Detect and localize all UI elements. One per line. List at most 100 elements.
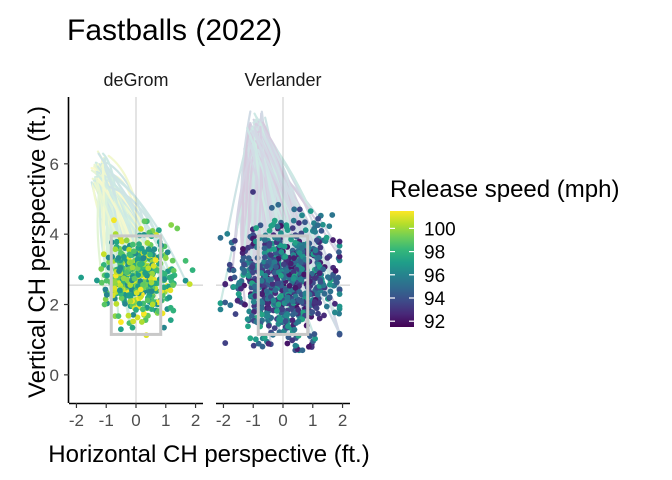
- pitch-point: [169, 273, 176, 280]
- pitch-point: [129, 324, 136, 331]
- pitch-point: [289, 225, 296, 232]
- pitch-point: [313, 305, 320, 312]
- pitch-point: [285, 323, 291, 330]
- pitch-point: [268, 276, 275, 283]
- pitch-point: [323, 234, 330, 241]
- trajectory-trail: [254, 119, 341, 336]
- panel-degrom: deGrom: [69, 70, 203, 403]
- pitch-point: [138, 319, 145, 325]
- pitch-point: [245, 272, 252, 279]
- pitch-point: [98, 279, 105, 286]
- pitch-point: [264, 301, 271, 308]
- pitch-point: [314, 291, 321, 298]
- pitch-point: [238, 285, 244, 292]
- pitch-point: [271, 259, 278, 266]
- y-tick-label: 0: [50, 366, 59, 385]
- trajectory-trail: [93, 163, 143, 253]
- trajectory-trail: [250, 125, 297, 314]
- trajectory-trail: [256, 127, 267, 237]
- trajectory-trail: [226, 130, 252, 235]
- pitch-point: [315, 254, 322, 261]
- pitch-point: [123, 237, 130, 244]
- pitch-point: [258, 305, 265, 312]
- pitch-point: [291, 326, 298, 333]
- pitch-point: [261, 250, 268, 256]
- pitch-point: [312, 335, 318, 342]
- pitch-point: [290, 269, 297, 276]
- pitch-point: [126, 246, 133, 253]
- trajectory-trail: [98, 177, 120, 271]
- trajectory-trail: [253, 129, 271, 232]
- pitch-point: [248, 313, 255, 319]
- pitch-point: [125, 312, 132, 319]
- strike-zone: [256, 234, 310, 336]
- pitch-point: [182, 257, 189, 264]
- trajectory-trail: [105, 168, 129, 264]
- pitch-point: [115, 255, 122, 261]
- trajectory-trail: [257, 133, 320, 259]
- trajectory-trail: [253, 145, 341, 296]
- y-tick-label: 4: [50, 225, 59, 244]
- trajectory-trail: [219, 147, 260, 305]
- plot-area-verlander: [216, 97, 350, 403]
- pitch-point: [295, 296, 302, 303]
- pitch-point: [245, 323, 251, 330]
- pitch-point: [302, 227, 309, 234]
- panel-verlander: Verlander: [216, 70, 350, 403]
- pitch-point: [284, 294, 291, 301]
- pitch-point: [271, 325, 278, 332]
- pitch-point: [326, 294, 333, 301]
- pitch-point: [217, 300, 224, 307]
- pitch-point: [111, 278, 118, 285]
- pitch-point: [134, 314, 141, 321]
- pitch-point: [153, 267, 160, 274]
- trajectory-trail: [95, 177, 118, 248]
- pitch-point: [301, 271, 308, 278]
- pitch-point: [111, 217, 117, 224]
- pitch-point: [290, 255, 297, 262]
- pitch-point: [189, 267, 196, 274]
- pitch-point: [262, 272, 269, 279]
- pitch-point: [336, 238, 343, 245]
- legend-tick-label: 92: [424, 312, 445, 333]
- pitch-point: [292, 239, 299, 246]
- trajectory-trail: [101, 186, 166, 248]
- pitch-point: [280, 261, 287, 268]
- trajectory-trail: [255, 121, 293, 266]
- pitch-point: [230, 284, 237, 290]
- pitch-point: [295, 318, 302, 325]
- pitch-point: [148, 288, 155, 295]
- pitch-point: [162, 255, 169, 262]
- trajectory-trail: [252, 134, 295, 255]
- pitch-point: [147, 251, 153, 258]
- pitch-point: [155, 227, 162, 234]
- trajectory-trail: [97, 192, 163, 293]
- pitch-point: [236, 280, 243, 287]
- pitch-point: [169, 257, 176, 264]
- pitch-point: [126, 251, 133, 258]
- x-tick-label: 2: [338, 411, 347, 430]
- pitch-point: [151, 246, 158, 253]
- pitch-point: [152, 257, 159, 264]
- trajectory-trail: [253, 136, 269, 252]
- trajectory-trail: [251, 142, 271, 232]
- pitch-point: [274, 308, 280, 314]
- pitch-point: [257, 222, 264, 229]
- pitch-point: [130, 318, 137, 325]
- pitch-point: [148, 306, 155, 313]
- pitch-point: [282, 318, 289, 324]
- pitch-point: [104, 272, 110, 279]
- trajectory-trail: [251, 138, 311, 245]
- pitch-point: [249, 264, 255, 271]
- pitch-point: [321, 290, 328, 297]
- trajectory-trail: [251, 127, 288, 229]
- pitch-point: [250, 342, 257, 349]
- pitch-point: [330, 237, 336, 243]
- pitch-point: [145, 246, 152, 253]
- trajectory-trail: [249, 152, 290, 273]
- trajectory-trail: [255, 136, 283, 224]
- trajectory-trail: [252, 120, 288, 227]
- pitch-point: [255, 340, 262, 347]
